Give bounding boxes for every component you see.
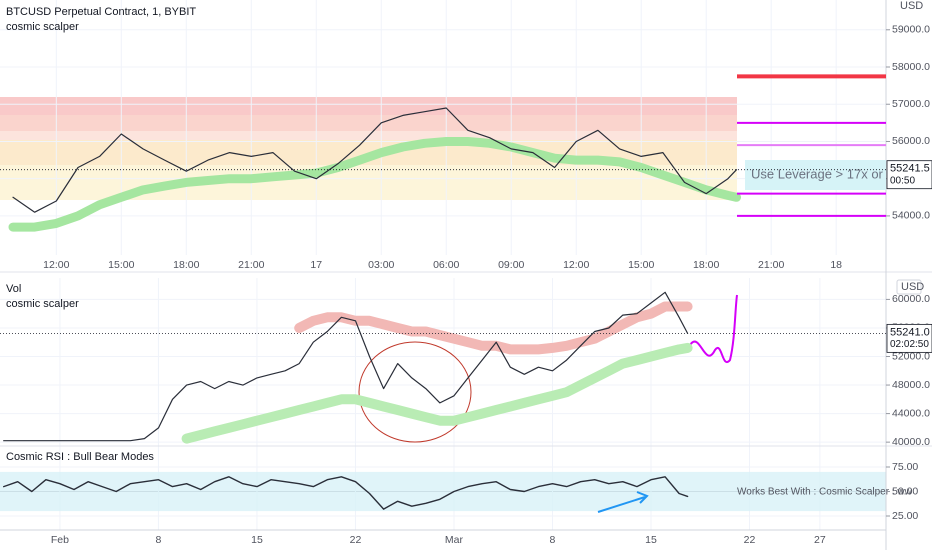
axis-unit: USD — [900, 0, 923, 12]
x-tick-label: 09:00 — [498, 259, 524, 271]
y-tick-label: 44000.0 — [892, 407, 930, 419]
x-tick-label: 17 — [310, 259, 322, 271]
rsi-note: Works Best With : Cosmic Scalper : ww — [737, 487, 913, 498]
x-tick-label: 18 — [830, 259, 842, 271]
x-tick-label: 15 — [251, 534, 263, 546]
y-tick-label: 58000.0 — [892, 61, 930, 73]
price-line — [181, 342, 693, 444]
y-tick-label: 50.00 — [892, 485, 918, 497]
x-tick-label: 27 — [814, 534, 826, 546]
y-tick-label: 57000.0 — [892, 98, 930, 110]
last-time-label: 02:02:50 — [890, 339, 929, 350]
annotation: Use Leverage > 17x or c — [751, 166, 893, 181]
x-tick-label: 21:00 — [758, 259, 784, 271]
price-line — [3, 291, 689, 442]
middle-zone — [0, 140, 737, 200]
x-tick-label: Feb — [51, 534, 69, 546]
last-price-label: 55241.5 — [890, 163, 930, 175]
x-tick-label: 15:00 — [108, 259, 134, 271]
x-tick-label: 8 — [550, 534, 556, 546]
axis-unit: USD — [901, 281, 924, 293]
x-tick-label: 22 — [350, 534, 362, 546]
drawing-circle — [358, 341, 472, 443]
x-tick-label: 03:00 — [368, 259, 394, 271]
y-tick-label: 25.00 — [892, 510, 918, 522]
rsi-band — [0, 471, 886, 512]
drawing-arrow-head — [636, 491, 649, 504]
x-tick-label: 12:00 — [43, 259, 69, 271]
x-tick-label: 22 — [744, 534, 756, 546]
y-tick-label: 54000.0 — [892, 210, 930, 222]
x-tick-label: Mar — [445, 534, 464, 546]
volume-title: Vol — [6, 283, 21, 295]
price-line — [12, 107, 738, 213]
last-price-box — [886, 160, 932, 190]
price-line — [8, 137, 741, 232]
last-time-label: 00:50 — [890, 175, 915, 186]
y-tick-label: 75.00 — [892, 461, 918, 473]
y-tick-label: 52000.0 — [892, 350, 930, 362]
x-tick-label: 06:00 — [433, 259, 459, 271]
y-tick-label: 56000.0 — [892, 135, 930, 147]
annotation-box — [745, 160, 886, 190]
x-tick-label: 8 — [156, 534, 162, 546]
indicator-name: cosmic scalper — [6, 298, 79, 310]
drawing-arrow — [597, 496, 646, 513]
axis-unit-box — [896, 279, 922, 295]
x-tick-label: 12:00 — [563, 259, 589, 271]
chart-title: BTCUSD Perpetual Contract, 1, BYBIT — [6, 6, 196, 18]
price-line — [294, 301, 693, 355]
x-tick-label: 18:00 — [693, 259, 719, 271]
y-tick-label: 40000.0 — [892, 436, 930, 448]
y-tick-label: 48000.0 — [892, 379, 930, 391]
last-price-box — [886, 323, 932, 353]
x-tick-label: 15:00 — [628, 259, 654, 271]
rsi-title: Cosmic RSI : Bull Bear Modes — [6, 451, 154, 463]
indicator-name: cosmic scalper — [6, 21, 79, 33]
x-tick-label: 21:00 — [238, 259, 264, 271]
y-tick-label: 59000.0 — [892, 24, 930, 36]
x-tick-label: 18:00 — [173, 259, 199, 271]
price-line — [3, 476, 689, 510]
last-price-label: 55241.0 — [890, 326, 930, 338]
y-tick-label: 60000.0 — [892, 293, 930, 305]
drawing-squiggle — [689, 294, 738, 364]
x-tick-label: 15 — [645, 534, 657, 546]
